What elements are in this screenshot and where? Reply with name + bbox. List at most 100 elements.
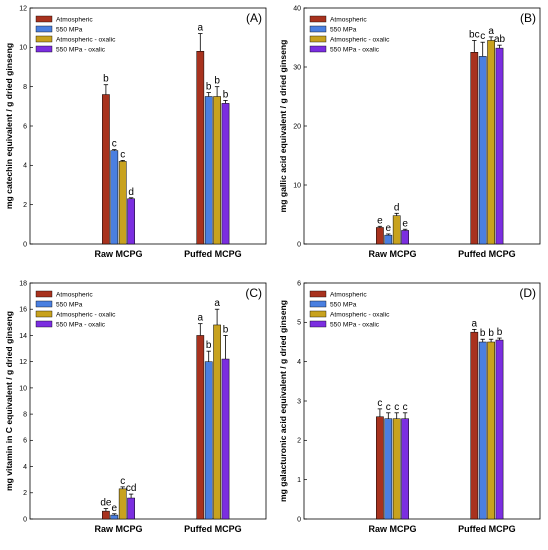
y-tick-label: 40 <box>293 5 301 12</box>
bar <box>478 56 487 245</box>
significance-letter: b <box>103 74 109 85</box>
legend-swatch <box>35 35 53 43</box>
panel-a: 0 2 4 6 8 10 12 mg catechin equivalent / g drie… <box>0 0 274 275</box>
legend-label: Atmospheric <box>56 292 93 299</box>
significance-letter: a <box>198 313 204 324</box>
plot-frame <box>29 282 267 520</box>
legend-swatch <box>35 310 53 318</box>
panel-b: 0 10 20 30 40 mg gallic acid equivalent / g d… <box>274 0 548 275</box>
category-label: Raw MCPG <box>94 249 142 259</box>
panel-d: 0 1 2 3 4 5 6 mg galacturonic acid equivalent /… <box>274 275 548 550</box>
legend-label: 550 MPa <box>330 27 357 34</box>
bar <box>384 234 393 245</box>
legend-label: Atmospheric - oxalic <box>330 37 390 44</box>
y-tick-label: 1 <box>297 477 301 484</box>
legend-label: Atmospheric - oxalic <box>330 312 390 319</box>
bar <box>221 103 230 245</box>
legend-label: 550 MPa - oxalic <box>56 322 106 329</box>
category-label: Puffed MCPG <box>458 524 516 534</box>
legend-label: 550 MPa - oxalic <box>56 47 106 54</box>
legend-swatch <box>309 290 327 298</box>
significance-letter: bc <box>469 29 480 40</box>
legend-swatch <box>309 320 327 328</box>
significance-letter: a <box>488 26 494 37</box>
legend-swatch <box>309 300 327 308</box>
legend-swatch <box>35 25 53 33</box>
y-tick-label: 8 <box>23 84 27 91</box>
y-tick-label: 0 <box>23 516 27 523</box>
significance-letter: b <box>206 82 212 93</box>
chart-svg: 0 10 20 30 40 mg gallic acid equivalent / g d… <box>278 5 541 259</box>
significance-letter: b <box>214 76 220 87</box>
y-tick-label: 2 <box>23 202 27 209</box>
significance-letter: e <box>386 223 392 234</box>
chart-svg: 0 2 4 6 8 10 12 14 16 18 mg vitamin in C equivalen… <box>4 280 267 534</box>
significance-letter: cd <box>126 483 137 494</box>
significance-letter: c <box>480 31 485 42</box>
y-tick-label: 20 <box>293 123 301 130</box>
bar <box>376 416 384 520</box>
significance-letter: a <box>198 23 204 34</box>
chart-svg: 0 2 4 6 8 10 12 mg catechin equivalent / g drie… <box>4 5 267 259</box>
bar <box>470 331 479 520</box>
significance-letter: c <box>386 402 391 413</box>
bar <box>127 198 135 245</box>
significance-letter: d <box>128 187 134 198</box>
legend-swatch <box>309 35 327 43</box>
legend-label: Atmospheric - oxalic <box>56 312 116 319</box>
significance-letter: b <box>223 89 229 100</box>
y-tick-label: 4 <box>23 464 27 471</box>
significance-letter: c <box>394 402 399 413</box>
legend-swatch <box>309 25 327 33</box>
y-tick-label: 0 <box>23 241 27 248</box>
legend-label: 550 MPa <box>56 302 83 309</box>
legend-label: 550 MPa <box>56 27 83 34</box>
panel-label: (A) <box>246 11 262 25</box>
legend-swatch <box>309 310 327 318</box>
bar <box>401 230 409 245</box>
bar <box>204 96 213 245</box>
category-label: Puffed MCPG <box>458 249 516 259</box>
category-label: Puffed MCPG <box>184 524 242 534</box>
significance-letter: b <box>223 324 229 335</box>
panel-label: (B) <box>520 11 536 25</box>
y-tick-label: 6 <box>297 280 301 287</box>
significance-letter: de <box>100 498 112 509</box>
y-tick-label: 18 <box>19 280 27 287</box>
bar <box>102 94 110 245</box>
legend-label: 550 MPa - oxalic <box>330 322 380 329</box>
significance-letter: c <box>112 139 117 150</box>
y-tick-label: 0 <box>297 516 301 523</box>
legend-swatch <box>35 300 53 308</box>
bar <box>487 40 495 245</box>
legend-label: Atmospheric <box>56 17 93 24</box>
bar <box>376 227 384 245</box>
y-tick-label: 8 <box>23 412 27 419</box>
bar <box>392 418 401 520</box>
y-tick-label: 6 <box>23 438 27 445</box>
bar <box>102 510 110 520</box>
y-axis-label: mg gallic acid equivalent / g dried gins… <box>278 40 288 213</box>
y-tick-label: 12 <box>19 359 27 366</box>
legend-swatch <box>35 320 53 328</box>
legend-label: Atmospheric <box>330 292 367 299</box>
y-tick-label: 6 <box>23 123 27 130</box>
y-tick-label: 2 <box>23 490 27 497</box>
significance-letter: c <box>377 398 382 409</box>
legend-swatch <box>309 45 327 53</box>
panel-c: 0 2 4 6 8 10 12 14 16 18 mg vitamin in C equivalen… <box>0 275 274 550</box>
category-label: Raw MCPG <box>94 524 142 534</box>
legend-label: 550 MPa <box>330 302 357 309</box>
significance-letter: ab <box>494 34 506 45</box>
significance-letter: b <box>480 328 486 339</box>
significance-letter: e <box>402 218 408 229</box>
y-tick-label: 5 <box>297 320 301 327</box>
y-tick-label: 3 <box>297 398 301 405</box>
significance-letter: b <box>497 327 503 338</box>
legend-swatch <box>35 15 53 23</box>
y-tick-label: 30 <box>293 64 301 71</box>
bar <box>384 418 393 520</box>
significance-letter: b <box>206 340 212 351</box>
bar <box>213 324 221 520</box>
